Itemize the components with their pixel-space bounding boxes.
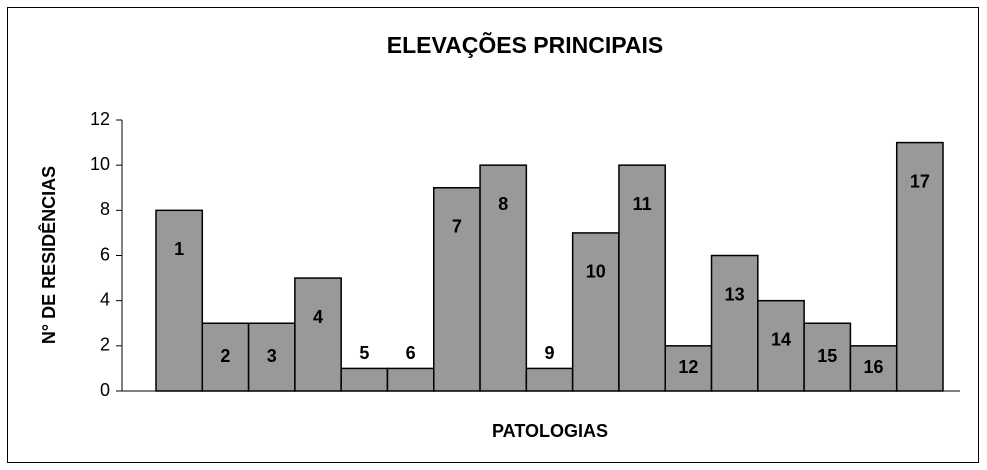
chart-title: ELEVAÇÕES PRINCIPAIS	[387, 31, 663, 58]
y-tick-label: 10	[90, 154, 110, 174]
category-label: 10	[586, 262, 606, 282]
bar	[386, 367, 435, 392]
category-label: 3	[267, 346, 277, 366]
category-label: 16	[864, 357, 884, 377]
category-label: 1	[174, 239, 184, 259]
y-tick-label: 12	[90, 109, 110, 129]
bar	[895, 141, 944, 392]
category-label: 17	[910, 171, 930, 191]
bar	[479, 164, 528, 392]
category-label: 4	[313, 307, 323, 327]
category-label: 9	[544, 343, 554, 363]
y-tick-label: 8	[100, 199, 110, 219]
category-label: 6	[406, 343, 416, 363]
bar	[247, 322, 296, 392]
bar	[294, 277, 342, 392]
x-axis-label: PATOLOGIAS	[492, 421, 608, 441]
category-label: 8	[498, 194, 508, 214]
bar	[849, 345, 898, 392]
bar	[571, 232, 620, 392]
bar	[525, 367, 574, 392]
bar	[803, 322, 852, 392]
category-label: 12	[678, 357, 698, 377]
bar	[433, 187, 481, 392]
y-axis-label: N° DE RESIDÊNCIAS	[38, 166, 59, 344]
y-tick-label: 4	[100, 289, 110, 309]
bar	[201, 322, 250, 392]
category-label: 11	[633, 194, 652, 214]
category-label: 2	[220, 346, 230, 366]
bar	[710, 254, 759, 392]
y-tick-label: 0	[100, 380, 110, 400]
bar	[664, 345, 713, 392]
category-label: 5	[359, 343, 369, 363]
category-label: 15	[817, 346, 837, 366]
y-tick-label: 6	[100, 244, 110, 264]
bar	[155, 209, 204, 392]
category-label: 14	[771, 329, 791, 349]
bar	[757, 299, 805, 392]
y-tick-label: 2	[100, 335, 110, 355]
bar	[340, 367, 389, 392]
category-label: 7	[452, 217, 462, 237]
bar	[618, 164, 666, 392]
category-label: 13	[725, 284, 745, 304]
